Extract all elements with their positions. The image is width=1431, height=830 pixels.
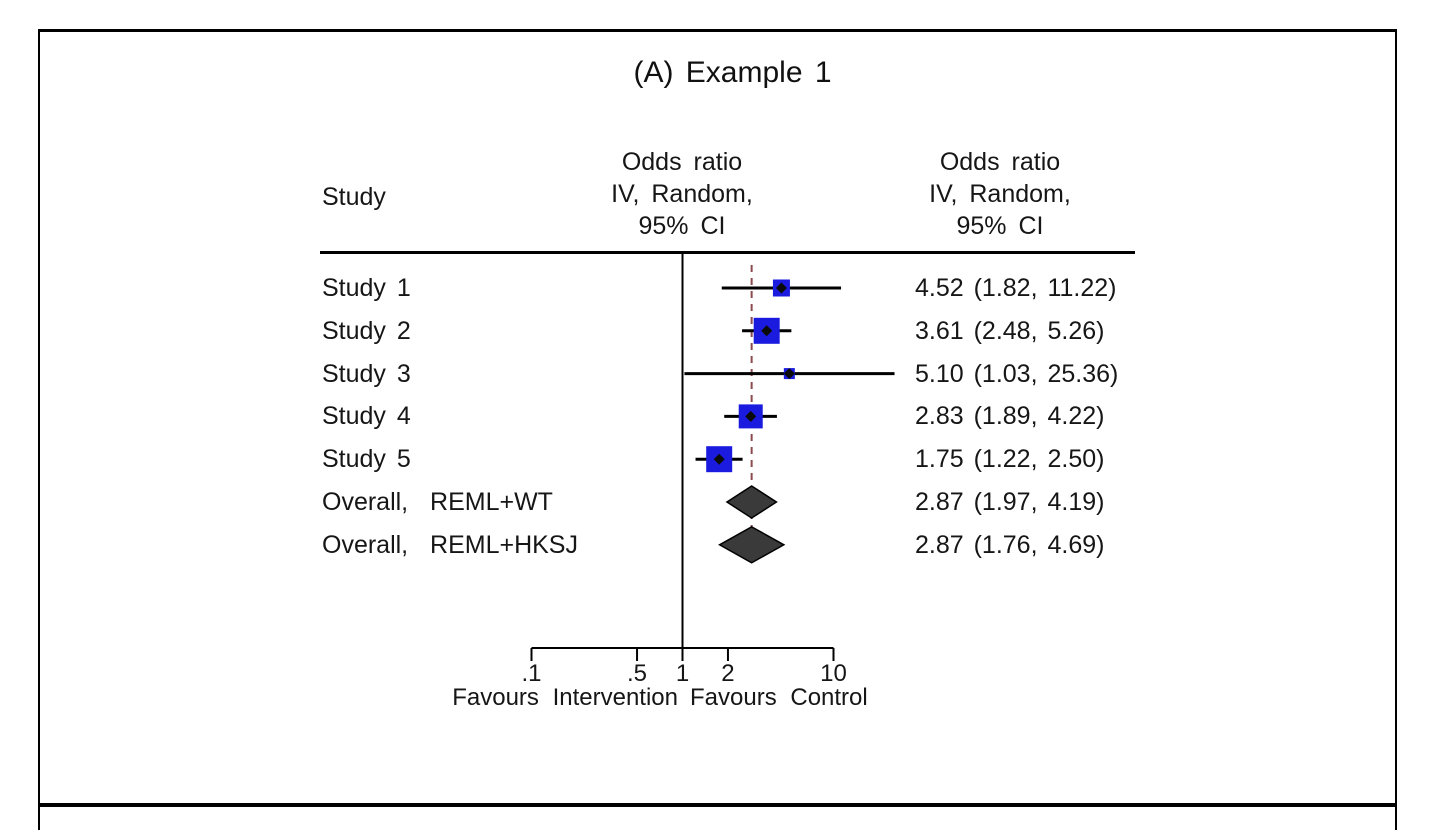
x-tick-label: .1 <box>521 660 542 687</box>
lower-panel-left-border <box>38 807 40 830</box>
panel-a-frame <box>38 29 1397 803</box>
study-label: Study 5 <box>322 445 411 474</box>
value-column-header: Odds ratio IV, Random, 95% CI <box>929 148 1071 240</box>
point-estimate-marker <box>745 410 757 422</box>
x-tick-label: 2 <box>721 660 735 687</box>
xaxis-right-label: Favours Control <box>690 684 868 711</box>
overall-diamond <box>725 485 778 519</box>
overall-or-value: 2.87 (1.76, 4.69) <box>915 530 1105 559</box>
overall-or-value: 2.87 (1.97, 4.19) <box>915 488 1105 516</box>
overall-label: Overall, REML+HKSJ <box>322 530 578 559</box>
lower-panel-right-border <box>1395 807 1397 830</box>
point-estimate-marker <box>775 282 787 294</box>
point-estimate-marker <box>713 453 725 465</box>
study-or-value: 5.10 (1.03, 25.36) <box>915 359 1119 388</box>
point-estimate-marker <box>761 325 773 337</box>
x-tick-label: 1 <box>675 660 690 687</box>
study-or-value: 3.61 (2.48, 5.26) <box>915 316 1105 345</box>
xaxis-left-label: Favours Intervention <box>452 684 678 711</box>
plot-column-header: Odds ratio IV, Random, 95% CI <box>611 148 753 240</box>
panel-title: (A) Example 1 <box>633 56 832 89</box>
overall-diamond <box>718 525 786 564</box>
point-estimate-marker <box>783 368 795 380</box>
study-column-header: Study <box>322 183 386 211</box>
study-or-value: 4.52 (1.82, 11.22) <box>915 274 1117 302</box>
study-or-value: 2.83 (1.89, 4.22) <box>915 402 1105 431</box>
x-tick-label: 10 <box>820 660 847 687</box>
study-label: Study 1 <box>322 274 411 302</box>
panel-divider-line <box>38 803 1397 807</box>
study-label: Study 4 <box>322 402 411 431</box>
study-label: Study 2 <box>322 316 411 345</box>
study-label: Study 3 <box>322 359 411 388</box>
overall-label: Overall, REML+WT <box>322 488 553 516</box>
header-rule <box>320 251 1135 254</box>
study-or-value: 1.75 (1.22, 2.50) <box>915 445 1105 474</box>
x-tick-label: .5 <box>627 660 648 687</box>
